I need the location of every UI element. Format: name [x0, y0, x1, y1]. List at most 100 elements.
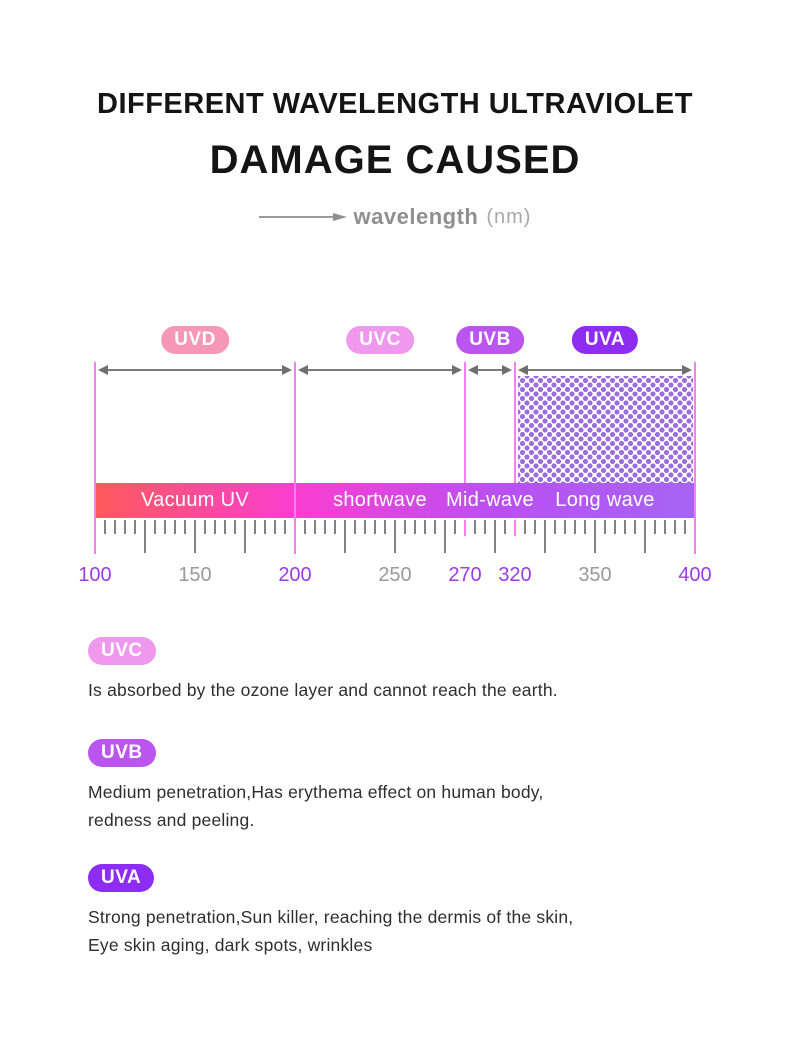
- wavelength-axis-caption: wavelength (nm): [0, 202, 790, 232]
- ruler-number-400: 400: [678, 564, 712, 586]
- uvc-badge: UVC: [88, 637, 156, 665]
- ruler-tick: [674, 520, 676, 534]
- ruler-number-320: 320: [498, 564, 532, 586]
- ruler-tick: [354, 520, 356, 534]
- ruler-tick: [304, 520, 306, 534]
- uvb-description: Medium penetration,Has erythema effect o…: [88, 778, 728, 834]
- ruler-number-100: 100: [78, 564, 112, 586]
- ruler-tick: [494, 520, 496, 553]
- ruler-tick: [154, 520, 156, 534]
- uva-description: Strong penetration,Sun killer, reaching …: [88, 903, 728, 959]
- arrow-line: [106, 369, 284, 371]
- arrow-head-right-icon: [502, 365, 512, 375]
- ruler-number-150: 150: [178, 564, 212, 586]
- page-title-line1: DIFFERENT WAVELENGTH ULTRAVIOLET: [97, 88, 693, 120]
- band-badge-uvb: UVB: [456, 326, 524, 354]
- ruler-tick: [404, 520, 406, 534]
- uv-spectrum-diagram: Vacuum UV shortwave Mid-wave Long wave UVD U…: [78, 326, 712, 586]
- ruler-tick: [574, 520, 576, 534]
- ruler-tick: [184, 520, 186, 534]
- range-arrow-uvd: [98, 364, 292, 376]
- ruler-tick: [274, 520, 276, 534]
- boundary-line-270: [464, 362, 466, 483]
- band-badge-uva: UVA: [571, 326, 639, 354]
- ruler-number-350: 350: [578, 564, 612, 586]
- ruler-tick: [114, 520, 116, 534]
- boundary-line-200: [294, 362, 296, 554]
- wavelength-unit: (nm): [486, 205, 532, 228]
- uva-description-line: Eye skin aging, dark spots, wrinkles: [88, 935, 373, 955]
- ruler-tick: [684, 520, 686, 534]
- arrow-head-left-icon: [298, 365, 308, 375]
- ruler-tick: [434, 520, 436, 534]
- ruler-tick: [124, 520, 126, 534]
- ruler-tick: [244, 520, 246, 553]
- ruler-tick: [534, 520, 536, 534]
- uvb-badge: UVB: [88, 739, 156, 767]
- ruler-tick: [364, 520, 366, 534]
- ruler-tick: [384, 520, 386, 534]
- ruler-tick: [504, 520, 506, 534]
- ruler-tick: [194, 520, 196, 553]
- section-uvb: UVB Medium penetration,Has erythema effe…: [88, 739, 728, 834]
- arrow-head-right-icon: [452, 365, 462, 375]
- bar-segment-label: Long wave: [555, 489, 655, 511]
- ruler-tick: [234, 520, 236, 534]
- section-uva: UVA Strong penetration,Sun killer, reach…: [88, 864, 728, 959]
- ruler-tick: [344, 520, 346, 553]
- ruler-tick: [424, 520, 426, 534]
- ruler-tick: [144, 520, 146, 553]
- ruler-tick: [554, 520, 556, 534]
- uva-description-line: Strong penetration,Sun killer, reaching …: [88, 907, 574, 927]
- page-title-line2: DAMAGE CAUSED: [209, 138, 581, 182]
- band-badge-uvc: UVC: [346, 326, 414, 354]
- ruler-tick: [544, 520, 546, 553]
- ruler-tick: [204, 520, 206, 534]
- ruler-tick: [604, 520, 606, 534]
- ruler-number-270: 270: [448, 564, 482, 586]
- ruler-tick: [214, 520, 216, 534]
- ruler-tick: [414, 520, 416, 534]
- ruler-tick: [524, 520, 526, 534]
- ruler-tick: [624, 520, 626, 534]
- ruler-tick: [664, 520, 666, 534]
- bar-segment-label: shortwave: [333, 489, 427, 511]
- ruler-tick: [334, 520, 336, 534]
- ruler-tick: [644, 520, 646, 553]
- ruler-tick: [174, 520, 176, 534]
- uvc-description-line: Is absorbed by the ozone layer and canno…: [88, 680, 558, 700]
- ruler-tick-pink: [464, 520, 466, 536]
- section-uvc: UVC Is absorbed by the ozone layer and c…: [88, 637, 728, 704]
- ruler-tick: [474, 520, 476, 534]
- ruler-tick: [484, 520, 486, 534]
- arrow-head-right-icon: [682, 365, 692, 375]
- arrow-line: [476, 369, 504, 371]
- uvb-description-line: redness and peeling.: [88, 810, 255, 830]
- ruler-tick: [324, 520, 326, 534]
- arrow-line: [526, 369, 684, 371]
- ruler-tick: [284, 520, 286, 534]
- band-badge-uvd: UVD: [161, 326, 229, 354]
- ruler-tick: [654, 520, 656, 534]
- ruler-tick: [454, 520, 456, 534]
- ruler-tick: [444, 520, 446, 553]
- ruler-tick: [584, 520, 586, 534]
- ruler-tick-pink: [514, 520, 516, 536]
- ruler-tick: [634, 520, 636, 534]
- bar-segment-label: Mid-wave: [446, 489, 534, 511]
- range-arrow-uvb: [468, 364, 512, 376]
- ruler-tick: [254, 520, 256, 534]
- ruler-tick: [164, 520, 166, 534]
- ruler-tick: [394, 520, 396, 553]
- ruler-number-200: 200: [278, 564, 312, 586]
- ruler-number-250: 250: [378, 564, 412, 586]
- uvc-description: Is absorbed by the ozone layer and canno…: [88, 676, 728, 704]
- spectrum-gradient-bar: Vacuum UV shortwave Mid-wave Long wave: [95, 483, 695, 518]
- arrow-head-left-icon: [518, 365, 528, 375]
- boundary-line-100: [94, 362, 96, 554]
- ruler-tick: [564, 520, 566, 534]
- arrow-head-left-icon: [468, 365, 478, 375]
- uva-badge: UVA: [88, 864, 155, 892]
- range-arrow-uva: [518, 364, 692, 376]
